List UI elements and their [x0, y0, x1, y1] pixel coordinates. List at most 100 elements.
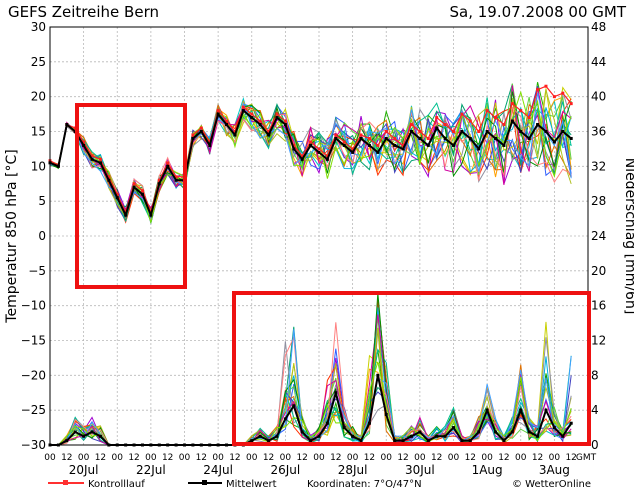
- x-hour-tick: 00: [246, 453, 258, 463]
- x-hour-tick: 12: [95, 453, 106, 463]
- y-tick-label: 20: [31, 90, 46, 104]
- x-hour-tick: 00: [515, 453, 527, 463]
- mean-temp-line-point: [250, 116, 254, 120]
- mean-precip-line-point: [393, 439, 397, 443]
- y2-tick-label: 16: [591, 299, 606, 313]
- y2-tick-label: 4: [591, 403, 599, 417]
- control-temp-line-point: [300, 154, 304, 158]
- control-temp-line-point: [426, 136, 430, 140]
- x-hour-tick: 00: [381, 453, 393, 463]
- x-hour-tick: 12: [61, 453, 72, 463]
- control-temp-line-point: [485, 109, 489, 113]
- mean-temp-line-point: [477, 147, 481, 151]
- y-tick-label: 0: [38, 229, 46, 243]
- mean-precip-line-point: [384, 413, 388, 417]
- y-tick-label: −15: [21, 334, 46, 348]
- mean-temp-line-point: [258, 123, 262, 127]
- y2-tick-label: 40: [591, 90, 606, 104]
- mean-temp-line-point: [115, 196, 119, 200]
- mean-temp-line-point: [351, 150, 355, 154]
- mean-temp-line-point: [544, 130, 548, 133]
- mean-temp-line-point: [376, 150, 380, 154]
- mean-precip-line-point: [435, 434, 439, 438]
- mean-temp-line-point: [191, 136, 195, 140]
- mean-temp-line-point: [107, 178, 111, 182]
- mean-temp-line-point: [300, 157, 304, 161]
- control-temp-line-point: [569, 102, 573, 106]
- mean-precip-line-point: [510, 430, 514, 434]
- control-temp-line-point: [443, 123, 447, 127]
- control-temp-line-point: [174, 175, 178, 179]
- coordinates-label: Koordinaten: 7°O/47°N: [307, 479, 422, 490]
- control-temp-line-point: [477, 130, 481, 133]
- mean-precip-line-point: [275, 434, 279, 438]
- y2-tick-label: 8: [591, 368, 599, 382]
- control-temp-line-point: [536, 88, 540, 92]
- control-temp-line-point: [267, 130, 271, 133]
- x-hour-tick: 00: [347, 453, 359, 463]
- mean-temp-line-point: [90, 157, 94, 161]
- control-temp-line-point: [258, 119, 262, 123]
- control-temp-line-point: [140, 189, 144, 193]
- mean-temp-line-point: [124, 213, 128, 217]
- mean-precip-line-point: [292, 404, 296, 408]
- mean-precip-line-point: [342, 426, 346, 430]
- y2-tick-label: 12: [591, 334, 606, 348]
- mean-temp-line-point: [536, 123, 540, 127]
- mean-temp-line-point: [468, 136, 472, 140]
- mean-precip-line-point: [325, 421, 329, 425]
- mean-precip-line-point: [250, 439, 254, 443]
- y-tick-label: 25: [31, 55, 46, 69]
- x-date-label: 20Jul: [69, 463, 99, 477]
- y-tick-label: −10: [21, 299, 46, 313]
- x-date-label: 30Jul: [405, 463, 435, 477]
- mean-temp-line-point: [401, 147, 405, 151]
- x-hour-tick: 00: [145, 453, 157, 463]
- control-temp-line-point: [233, 130, 237, 133]
- run-label: Sa, 19.07.2008 00 GMT: [450, 3, 627, 21]
- control-temp-line-point: [309, 140, 313, 144]
- mean-temp-line-point: [56, 164, 60, 168]
- member-temp-line: [49, 89, 572, 220]
- y2-tick-label: 24: [591, 229, 606, 243]
- mean-temp-line-point: [485, 130, 489, 133]
- y-tick-label: −25: [21, 403, 46, 417]
- mean-precip-line-point: [359, 439, 363, 443]
- control-temp-line-point: [283, 119, 287, 123]
- mean-precip-line-point: [494, 430, 498, 434]
- y2-tick-label: 36: [591, 125, 606, 139]
- mean-precip-line-point: [267, 439, 271, 443]
- mean-precip-line-point: [90, 430, 94, 434]
- mean-precip-line-point: [552, 426, 556, 430]
- control-temp-line-point: [460, 112, 464, 116]
- control-temp-line-point: [132, 182, 136, 186]
- mean-precip-line-point: [485, 408, 489, 412]
- y2-tick-label: 28: [591, 194, 606, 208]
- x-hour-tick: 00: [212, 453, 224, 463]
- mean-temp-line-point: [426, 143, 430, 147]
- control-temp-line-point: [124, 210, 128, 214]
- x-hour-tick: 12: [431, 453, 442, 463]
- mean-precip-line-point: [401, 439, 405, 443]
- x-hour-tick: 12: [128, 453, 139, 463]
- y-tick-label: 15: [31, 125, 46, 139]
- x-date-label: 22Jul: [136, 463, 166, 477]
- control-temp-line-point: [409, 123, 413, 127]
- mean-precip-line-point: [317, 434, 321, 438]
- x-hour-tick: 12: [364, 453, 375, 463]
- control-temp-line-point: [250, 112, 254, 116]
- control-temp-line-point: [317, 147, 321, 151]
- mean-precip-line-point: [309, 439, 313, 443]
- control-temp-line-point: [115, 192, 119, 196]
- control-temp-line-point: [241, 105, 245, 109]
- control-temp-line-point: [401, 143, 405, 147]
- chart-title: GEFS Zeitreihe Bern: [8, 3, 159, 21]
- mean-temp-line-point: [519, 130, 523, 133]
- control-temp-line-point: [90, 154, 94, 158]
- control-temp-line-point: [527, 116, 531, 120]
- x-date-label: 24Jul: [203, 463, 233, 477]
- mean-precip-line-point: [367, 421, 371, 425]
- legend-mean-label: Mittelwert: [226, 479, 277, 490]
- mean-temp-line-point: [140, 192, 144, 196]
